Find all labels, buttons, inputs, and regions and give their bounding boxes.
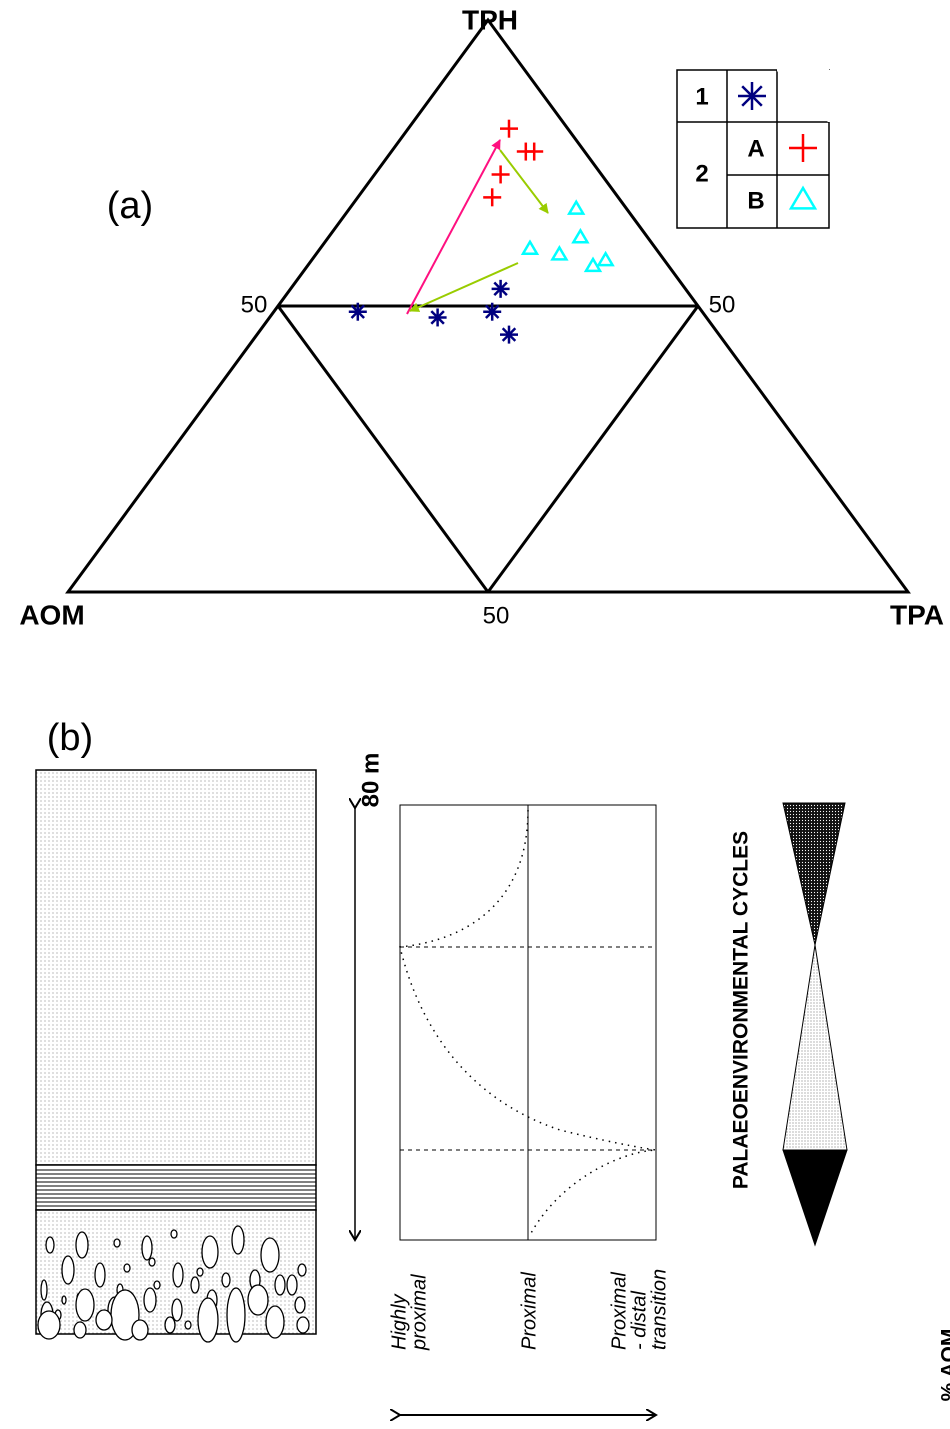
vertex-label: TPA (890, 599, 944, 630)
trend-arrow (409, 262, 519, 312)
grid-line (486, 305, 700, 593)
pebble (61, 1295, 67, 1305)
pebble (231, 1225, 245, 1255)
pebble (196, 1267, 204, 1277)
pebble (143, 1287, 157, 1313)
point (500, 119, 518, 138)
legend-label: B (747, 187, 764, 214)
environment-label: proximal (408, 1274, 430, 1351)
tick-label: 50 (483, 602, 510, 629)
pebble (201, 1235, 219, 1269)
environment-label: transition (648, 1269, 670, 1350)
pebble (286, 1274, 298, 1296)
cycle-triangles (782, 802, 848, 1247)
point (500, 325, 518, 344)
pebble (274, 1274, 286, 1296)
grid-line (276, 305, 490, 593)
pebble (153, 1280, 161, 1290)
pebble (296, 1316, 310, 1334)
point (491, 165, 510, 184)
pebble (171, 1298, 183, 1322)
pebble (294, 1296, 306, 1314)
point (596, 250, 615, 267)
environment-label: Proximal (518, 1272, 540, 1350)
pebble (141, 1235, 153, 1261)
pebble (113, 1238, 121, 1248)
vertex-label: AOM (19, 599, 84, 630)
trend-arrow (406, 139, 501, 315)
legend: 1 2 A B (676, 68, 831, 229)
legend-label: 2 (695, 160, 708, 187)
pebble (170, 1229, 178, 1239)
pebble (190, 1276, 200, 1294)
legend-label: 1 (695, 83, 708, 110)
point (348, 302, 367, 321)
point (525, 142, 544, 161)
point (583, 256, 603, 273)
legend-marker (788, 185, 818, 210)
panel-label: (a) (107, 185, 153, 227)
pebble (131, 1319, 149, 1341)
pebble (265, 1305, 285, 1339)
vertex-label: TPH (462, 4, 518, 35)
panel-label: (b) (47, 717, 93, 759)
pebble (94, 1262, 106, 1288)
pebble (73, 1321, 87, 1339)
pebble (297, 1263, 307, 1277)
environment-label: Highly (388, 1293, 410, 1350)
tick-label: 50 (709, 291, 736, 318)
pebble (95, 1309, 113, 1331)
environment-label: - distal (628, 1291, 650, 1350)
trend-arrow (499, 149, 549, 214)
point (571, 227, 590, 244)
pebble (226, 1287, 246, 1343)
pebble (123, 1263, 131, 1273)
pebble (260, 1237, 280, 1273)
pebble (75, 1288, 95, 1322)
pebble (61, 1255, 75, 1285)
legend-marker (738, 82, 766, 110)
legend-label: A (747, 135, 764, 162)
environment-curve-panel (399, 804, 657, 1241)
pebble (247, 1284, 269, 1316)
point (483, 302, 502, 321)
pebble (172, 1262, 184, 1288)
side-label: % AOM (938, 1329, 950, 1402)
cycles-title: PALAEOENVIRONMENTAL CYCLES (730, 831, 753, 1189)
tick-label: 50 (241, 291, 268, 318)
pebble (164, 1316, 176, 1334)
legend-marker (789, 134, 817, 162)
pebble (184, 1320, 192, 1330)
pebble (75, 1231, 89, 1259)
pebble (221, 1272, 231, 1288)
pebble (148, 1257, 156, 1267)
thickness-label: 80 m (357, 753, 384, 808)
point (520, 239, 540, 255)
lithologic-column (35, 769, 317, 1343)
point (491, 279, 510, 298)
point (567, 199, 586, 215)
point (483, 188, 502, 207)
pebble (197, 1297, 219, 1343)
point (428, 308, 447, 327)
pebble (40, 1279, 48, 1301)
pebble (45, 1236, 55, 1254)
pebble (37, 1310, 61, 1340)
environment-label: Proximal (608, 1272, 630, 1350)
point (550, 245, 569, 261)
